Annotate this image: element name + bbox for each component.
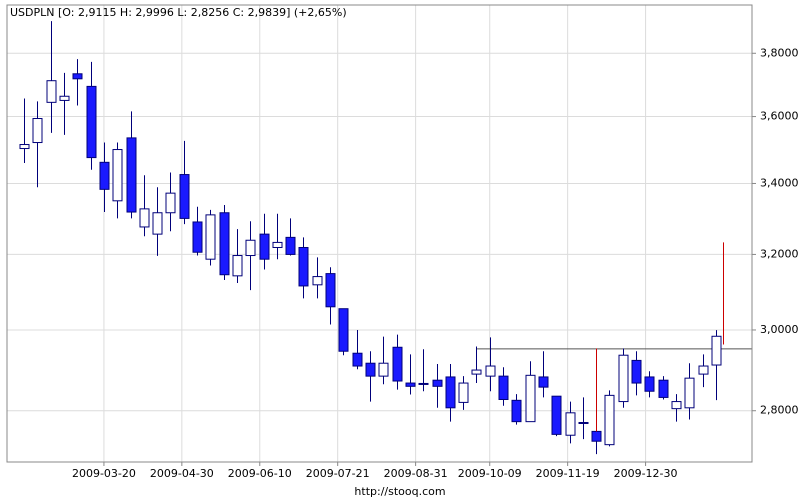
- candle-body: [671, 401, 682, 410]
- y-tick-label: 2,8000: [760, 404, 799, 417]
- candle-body: [59, 95, 70, 101]
- candle-body: [126, 137, 137, 213]
- candle-body: [604, 394, 615, 446]
- candle-body: [152, 212, 163, 235]
- candle-body: [365, 362, 376, 377]
- candle-body: [432, 379, 443, 387]
- candle-body: [32, 118, 43, 144]
- candle-body: [72, 73, 83, 80]
- candle-body: [644, 376, 655, 392]
- candle-body: [578, 421, 589, 424]
- candle-body: [511, 399, 522, 423]
- candle-body: [99, 161, 110, 190]
- candle-body: [352, 352, 363, 367]
- plot-area: [7, 5, 752, 462]
- x-tick-label: 2009-04-30: [150, 467, 214, 480]
- candle-body: [298, 246, 309, 287]
- candle-body: [631, 359, 642, 384]
- candle-body: [232, 255, 243, 277]
- candle-body: [684, 377, 695, 409]
- y-tick-label: 3,4000: [760, 176, 799, 189]
- candle-body: [112, 149, 123, 202]
- candle-body: [618, 354, 629, 403]
- candle-body: [471, 369, 482, 375]
- x-tick-label: 2009-08-31: [384, 467, 448, 480]
- candle-body: [19, 144, 30, 150]
- candle-body: [219, 212, 230, 276]
- candle-body: [538, 376, 549, 388]
- y-tick-label: 3,2000: [760, 247, 799, 260]
- candle-body: [525, 374, 536, 423]
- candle-body: [711, 335, 722, 366]
- candle-body: [259, 233, 270, 260]
- plot-frame: [6, 4, 753, 463]
- candle-body: [658, 379, 669, 398]
- candle-body: [418, 382, 429, 385]
- x-tick-label: 2009-10-09: [458, 467, 522, 480]
- footer: http://stooq.com: [354, 485, 445, 498]
- candle-body: [338, 308, 349, 352]
- candle-body: [325, 273, 336, 308]
- chart-title: USDPLN [O: 2,9115 H: 2,9996 L: 2,8256 C:…: [10, 6, 347, 19]
- y-tick-label: 3,6000: [760, 110, 799, 123]
- candle-body: [551, 395, 562, 435]
- candle-body: [698, 365, 709, 375]
- candle-body: [392, 346, 403, 382]
- x-tick-label: 2009-06-10: [228, 467, 292, 480]
- candle-body: [378, 362, 389, 377]
- x-tick-label: 2009-12-30: [614, 467, 678, 480]
- candle-body: [485, 365, 496, 377]
- candle-body: [312, 276, 323, 286]
- candle-body: [192, 221, 203, 253]
- x-tick-label: 2009-03-20: [72, 467, 136, 480]
- candle-body: [139, 208, 150, 228]
- candle-body: [205, 214, 216, 260]
- candle-body: [245, 239, 256, 257]
- candle-body: [272, 241, 283, 248]
- candle-body: [445, 376, 456, 409]
- y-tick-label: 3,8000: [760, 46, 799, 59]
- candle-body: [458, 382, 469, 403]
- candle-body: [46, 80, 57, 103]
- candle-body: [405, 382, 416, 387]
- x-tick-label: 2009-11-19: [536, 467, 600, 480]
- candle-body: [285, 236, 296, 255]
- candle-body: [498, 375, 509, 400]
- candle-body: [86, 85, 97, 159]
- y-tick-label: 3,0000: [760, 323, 799, 336]
- x-tick-label: 2009-07-21: [306, 467, 370, 480]
- candle-body: [165, 192, 176, 214]
- candle-body: [565, 412, 576, 436]
- candle-body: [591, 430, 602, 442]
- candle-body: [179, 174, 190, 219]
